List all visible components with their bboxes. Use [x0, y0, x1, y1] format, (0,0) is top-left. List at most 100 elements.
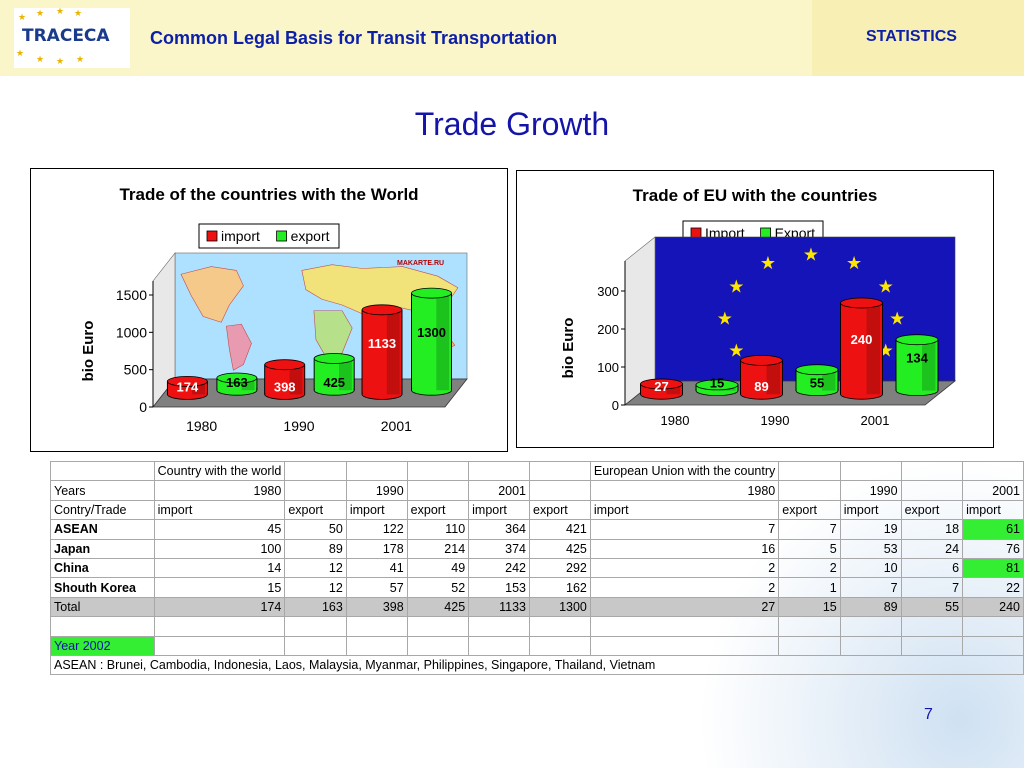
table-empty-cell	[50, 616, 155, 637]
table-year-cell	[284, 480, 347, 501]
page-number: 7	[924, 706, 933, 723]
table-value-cell: 100	[153, 538, 286, 559]
table-trade-cell: export	[406, 499, 470, 521]
table-header-cell	[839, 460, 902, 482]
table-row-label: Shouth Korea	[50, 577, 155, 598]
table-value-cell: 174	[153, 596, 286, 618]
table-value-cell: 18	[900, 519, 964, 540]
table-empty-cell	[839, 616, 902, 637]
table-header-cell: Country with the world	[153, 460, 286, 482]
y-tick-label: 1500	[116, 287, 147, 303]
table-note-row: Year 2002	[50, 635, 1024, 656]
table-value-cell: 24	[900, 538, 964, 559]
eu-star: ★	[846, 253, 862, 273]
data-label-export-2001: 134	[906, 351, 928, 366]
table-row-label: Total	[50, 596, 155, 618]
table-row-label: Japan	[50, 538, 155, 559]
table-empty-cell	[284, 616, 347, 637]
eu-star: ★	[728, 276, 744, 296]
table-value-cell: 425	[529, 538, 591, 559]
x-category-label: 1980	[186, 418, 217, 434]
table-value-cell: 10	[839, 557, 902, 579]
table-empty-row	[50, 616, 1024, 637]
data-label-import-1990: 398	[274, 379, 296, 394]
table-year-cell: 2001	[468, 480, 531, 501]
table-empty-cell	[589, 635, 780, 656]
table-value-cell: 81	[962, 557, 1024, 579]
table-value-cell: 6	[900, 557, 964, 579]
table-year-cell	[406, 480, 470, 501]
bar-import-2001	[840, 297, 883, 400]
table-value-cell: 15	[778, 596, 841, 618]
data-label-export-1980: 15	[710, 376, 724, 391]
y-tick-label: 0	[139, 399, 147, 415]
y-axis-label: bio Euro	[80, 321, 97, 382]
legend-swatch-import	[690, 227, 702, 239]
table-header-cell	[900, 460, 964, 482]
table-empty-cell	[406, 635, 470, 656]
table-value-cell: 89	[284, 538, 347, 559]
data-label-export-1990: 425	[323, 375, 345, 390]
table-year-cell	[778, 480, 841, 501]
bar-export-1980	[216, 372, 258, 396]
table-empty-cell	[468, 616, 531, 637]
table-value-cell: 1133	[468, 596, 531, 618]
table-trade-cell: export	[529, 499, 591, 521]
table-value-cell: 5	[778, 538, 841, 559]
table-trade-cell: import	[153, 499, 286, 521]
eu-star: ★	[717, 308, 733, 328]
table-value-cell: 41	[345, 557, 408, 579]
table-trade-cell: import	[345, 499, 408, 521]
table-year-cell: 1980	[153, 480, 286, 501]
header-section-label: STATISTICS	[866, 28, 957, 45]
legend-swatch-import	[206, 230, 218, 242]
bar-export-2001	[411, 287, 452, 396]
data-label-export-1990: 55	[810, 376, 824, 391]
table-value-cell: 7	[778, 519, 841, 540]
bar-export-2001	[895, 334, 939, 397]
legend-box	[198, 223, 340, 249]
table-empty-cell	[962, 616, 1024, 637]
table-empty-cell	[153, 635, 286, 656]
table-trade-cell: import	[962, 499, 1024, 521]
table-row-label: China	[50, 557, 155, 579]
legend-label-import: import	[221, 228, 260, 244]
x-category-label: 2001	[861, 413, 890, 428]
table-footnote-row: ASEAN : Brunei, Cambodia, Indonesia, Lao…	[50, 654, 1024, 676]
table-value-cell: 162	[529, 577, 591, 598]
table-value-cell: 292	[529, 557, 591, 579]
chart-eu-trade: Trade of EU with the countries Import Expo…	[516, 170, 994, 448]
bar-export-1990	[795, 364, 839, 397]
table-footnote: ASEAN : Brunei, Cambodia, Indonesia, Lao…	[50, 654, 1024, 676]
table-value-cell: 2	[589, 577, 780, 598]
table-year-cell: 1990	[345, 480, 408, 501]
table-value-cell: 61	[962, 519, 1024, 540]
chart-legend: import export	[198, 223, 340, 249]
table-header-row-years: Years 1980 1990 2001 1980 1990 2001	[50, 480, 1024, 501]
chart-world-trade-svg: Trade of the countries with the World imp…	[80, 185, 468, 434]
y-tick-label: 100	[597, 360, 619, 375]
table-empty-cell	[839, 635, 902, 656]
table-empty-cell	[529, 616, 591, 637]
y-tick-label: 200	[597, 322, 619, 337]
table-year-cell: 1980	[589, 480, 780, 501]
table-year-cell	[529, 480, 591, 501]
page-title: Trade Growth	[414, 106, 610, 142]
legend-label-export: export	[291, 228, 330, 244]
eu-flag-background	[654, 236, 956, 382]
eu-star: ★	[889, 308, 905, 328]
table-empty-cell	[900, 616, 964, 637]
table-header-cell	[345, 460, 408, 482]
header-section-panel	[812, 0, 1024, 76]
table-value-cell: 12	[284, 557, 347, 579]
table-value-cell: 19	[839, 519, 902, 540]
table-header-cell	[406, 460, 470, 482]
table-row: Shouth Korea 15 12 57 52 153 162 2 1 7 7 22	[50, 577, 1024, 598]
bar-import-1990	[740, 354, 783, 400]
table-value-cell: 1300	[529, 596, 591, 618]
table-header-cell	[468, 460, 531, 482]
table-value-cell: 45	[153, 519, 286, 540]
table-value-cell: 364	[468, 519, 531, 540]
table-trade-cell: export	[900, 499, 964, 521]
